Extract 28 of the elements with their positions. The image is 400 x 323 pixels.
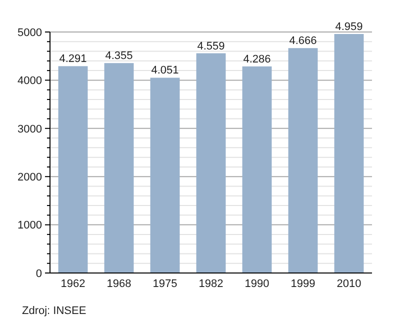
x-tick-label: 1975 — [152, 278, 178, 290]
x-tick-label: 1999 — [290, 278, 316, 290]
y-tick-label: 5000 — [18, 26, 42, 39]
x-tick-label: 1982 — [198, 278, 224, 290]
bar — [150, 78, 180, 273]
bar — [242, 66, 272, 273]
y-tick-label: 2000 — [18, 171, 42, 184]
x-tick-label: 1990 — [244, 278, 270, 290]
x-tick-label: 1968 — [106, 278, 132, 290]
data-label: 4.355 — [105, 50, 133, 62]
bar — [334, 34, 364, 273]
bar — [104, 63, 134, 273]
data-label: 4.559 — [197, 40, 225, 52]
data-label: 4.666 — [289, 35, 317, 48]
y-tick-label: 3000 — [18, 123, 42, 136]
x-tick-label: 1962 — [60, 278, 86, 290]
data-label: 4.959 — [335, 20, 363, 33]
x-tick-label: 2010 — [336, 278, 362, 290]
bar — [288, 48, 318, 273]
data-label: 4.286 — [243, 53, 271, 66]
y-tick-label: 0 — [36, 268, 42, 280]
data-label: 4.291 — [59, 53, 87, 66]
y-tick-label: 1000 — [18, 220, 42, 232]
bar — [196, 53, 226, 273]
y-tick-label: 4000 — [18, 75, 42, 88]
text: Zdroj: INSEE — [22, 305, 86, 317]
bar — [58, 66, 88, 273]
data-label: 4.051 — [151, 64, 179, 77]
